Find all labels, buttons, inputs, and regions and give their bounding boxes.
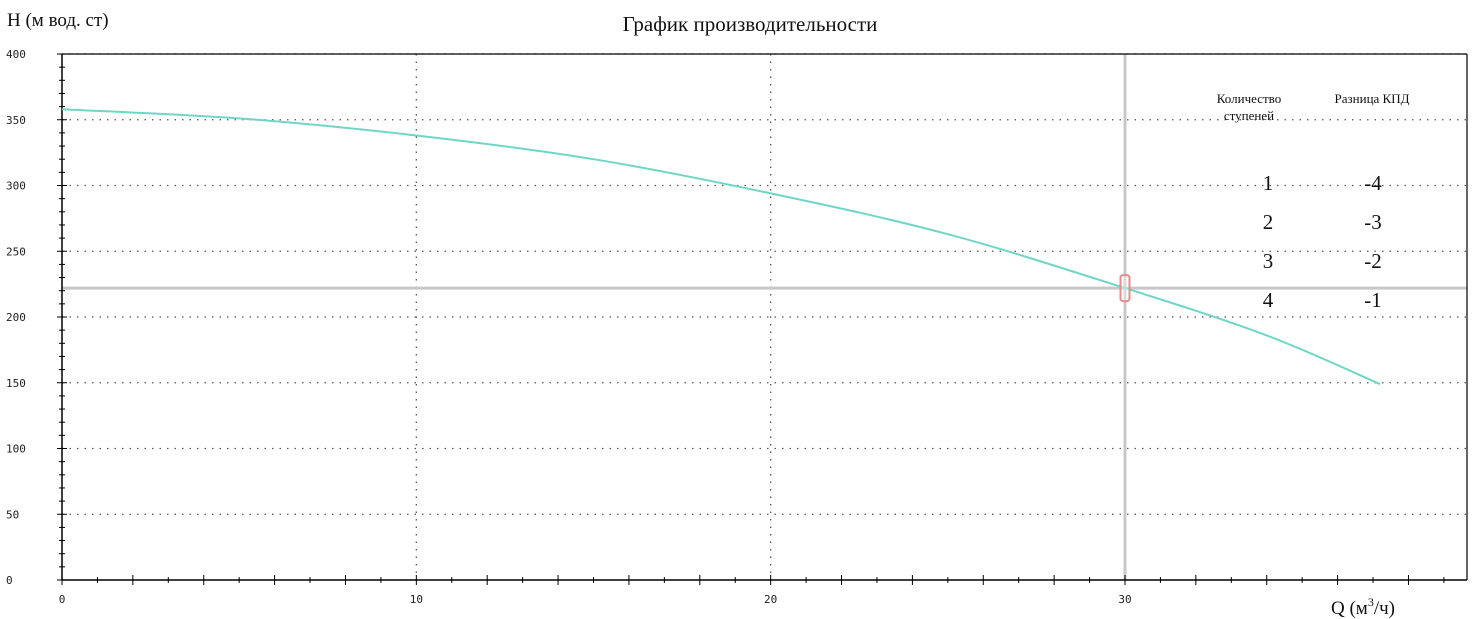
y-tick-label: 100 (6, 443, 26, 456)
y-tick-label: 400 (6, 48, 26, 61)
x-axis-label-superscript: 3 (1368, 595, 1374, 609)
table-cell-diff: -4 (1364, 171, 1382, 195)
table-cell-diff: -2 (1364, 249, 1382, 273)
x-axis-label-tail: /ч) (1374, 598, 1395, 619)
table-cell-stages: 4 (1263, 288, 1274, 312)
x-axis-label-main: Q (м (1331, 598, 1368, 619)
y-tick-label: 350 (6, 114, 26, 127)
table-header-stages-line2: ступеней (1224, 108, 1274, 123)
x-tick-label: 30 (1118, 593, 1131, 606)
x-axis-label: Q (м3/ч) (1331, 595, 1395, 619)
grid (62, 53, 1467, 580)
y-tick-label: 50 (6, 508, 19, 521)
x-tick-label: 10 (410, 593, 423, 606)
table-header-stages-line1: Количество (1217, 91, 1281, 106)
x-tick-label: 0 (59, 593, 66, 606)
marker-layer (1119, 274, 1131, 303)
y-tick-label: 150 (6, 377, 26, 390)
y-tick-label: 0 (6, 574, 13, 587)
table-cell-diff: -3 (1364, 210, 1382, 234)
performance-curve (61, 108, 1381, 386)
series-layer (61, 108, 1381, 386)
operating-point-marker (1119, 274, 1131, 303)
x-tick-label: 20 (764, 593, 777, 606)
y-tick-label: 200 (6, 311, 26, 324)
labels: График производительности H (м вод. ст) … (7, 10, 1410, 619)
chart-title: График производительности (623, 12, 878, 36)
y-axis-label: H (м вод. ст) (7, 10, 109, 31)
table-cell-stages: 3 (1263, 249, 1274, 273)
table-header-efficiency: Разница КПД (1335, 91, 1410, 106)
y-tick-label: 300 (6, 180, 26, 193)
operating-lines (62, 54, 1467, 580)
table-cell-diff: -1 (1364, 288, 1382, 312)
axes: 0 50 100 150 200 250 300 350 400 0 10 20 30 (6, 48, 1468, 606)
table-cell-stages: 2 (1263, 210, 1274, 234)
table-cell-stages: 1 (1263, 171, 1274, 195)
y-tick-label: 250 (6, 245, 26, 258)
